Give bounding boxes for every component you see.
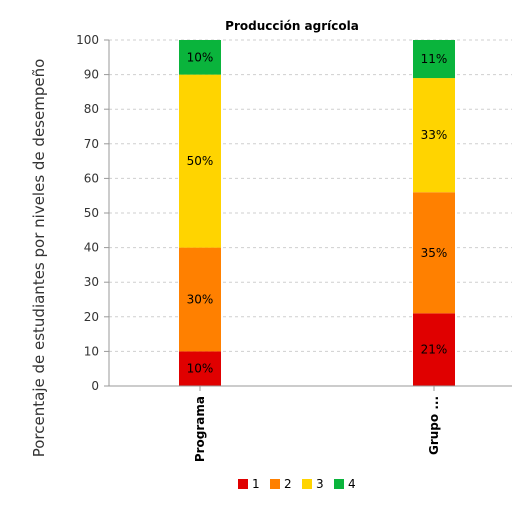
legend-swatch xyxy=(270,479,280,489)
bar-segment xyxy=(413,192,455,314)
data-label: 30% xyxy=(187,293,214,307)
data-label: 33% xyxy=(421,128,448,142)
legend-swatch xyxy=(302,479,312,489)
grid-lines xyxy=(109,39,512,352)
y-tick-label: 0 xyxy=(91,379,99,393)
y-tick-label: 60 xyxy=(84,171,99,185)
legend-swatch xyxy=(334,479,344,489)
data-label: 50% xyxy=(187,154,214,168)
y-axis-label: Porcentaje de estudiantes por niveles de… xyxy=(30,59,48,458)
bar-segment xyxy=(179,40,221,75)
y-tick-label: 10 xyxy=(84,344,99,358)
bar-segment xyxy=(179,351,221,386)
legend-label: 1 xyxy=(252,477,260,491)
bars: 10% 30% 50% 10% 21% 35% 33% 11% xyxy=(179,40,455,386)
data-label: 11% xyxy=(421,52,448,66)
bar-segment xyxy=(413,40,455,79)
y-tick-label: 40 xyxy=(84,241,99,255)
y-tick-label: 100 xyxy=(76,33,99,47)
bar-segment xyxy=(413,313,455,386)
x-tick-label: Grupo ... xyxy=(427,396,441,455)
y-tick-label: 70 xyxy=(84,137,99,151)
data-label: 35% xyxy=(421,246,448,260)
axes: 0 10 20 30 40 50 60 70 80 90 100 Programa Grupo ... xyxy=(76,33,512,462)
chart-title: Producción agrícola xyxy=(225,19,359,33)
y-tick-label: 30 xyxy=(84,275,99,289)
y-tick-label: 90 xyxy=(84,68,99,82)
data-label: 10% xyxy=(187,362,214,376)
legend: 1 2 3 4 xyxy=(238,477,356,491)
bar-segment xyxy=(179,74,221,248)
y-tick-label: 20 xyxy=(84,310,99,324)
y-tick-label: 50 xyxy=(84,206,99,220)
data-label: 21% xyxy=(421,343,448,357)
legend-label: 2 xyxy=(284,477,292,491)
legend-swatch xyxy=(238,479,248,489)
bar-segment xyxy=(413,78,455,193)
data-label: 10% xyxy=(187,50,214,64)
legend-label: 3 xyxy=(316,477,324,491)
legend-label: 4 xyxy=(348,477,356,491)
bar-segment xyxy=(179,247,221,352)
x-tick-label: Programa xyxy=(193,396,207,462)
y-tick-label: 80 xyxy=(84,102,99,116)
